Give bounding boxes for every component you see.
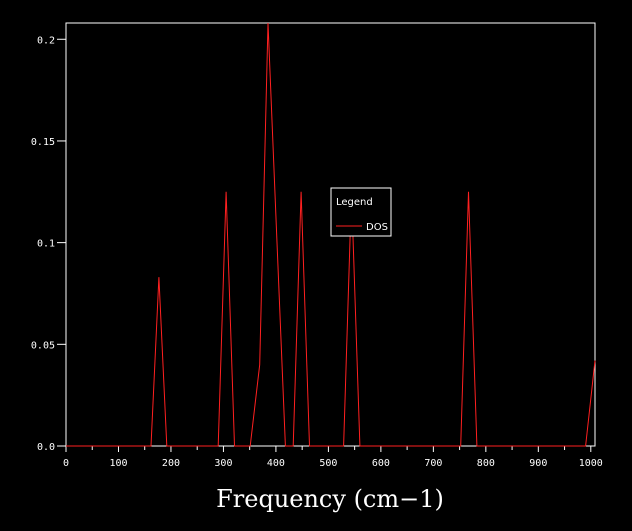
x-tick-label: 100	[109, 458, 127, 469]
y-tick-label: 0.05	[31, 340, 55, 351]
x-tick-label: 200	[162, 458, 180, 469]
x-axis: 0 100 200 300 400 500 600 700 800 900 1000	[63, 446, 603, 469]
series-layer	[66, 22, 596, 447]
x-tick-label: 500	[319, 458, 337, 469]
y-axis: 0.0 0.05 0.1 0.15 0.2	[31, 35, 66, 453]
x-tick-label: 700	[424, 458, 442, 469]
legend-label-dos: DOS	[366, 222, 388, 233]
y-tick-label: 0.15	[31, 137, 55, 148]
legend-title: Legend	[336, 197, 373, 208]
x-tick-label: 300	[214, 458, 232, 469]
x-tick-label: 800	[477, 458, 495, 469]
x-tick-label: 400	[267, 458, 285, 469]
x-tick-label: 1000	[579, 458, 603, 469]
y-tick-label: 0.0	[37, 442, 55, 453]
y-tick-label: 0.2	[37, 35, 55, 46]
x-tick-label: 600	[372, 458, 390, 469]
y-tick-label: 0.1	[37, 239, 55, 250]
x-axis-title: Frequency (cm−1)	[216, 485, 444, 513]
legend: Legend DOS	[330, 187, 392, 237]
x-tick-label: 900	[529, 458, 547, 469]
legend-box	[330, 187, 392, 237]
series-line-dos	[66, 22, 596, 447]
x-tick-label: 0	[63, 458, 69, 469]
